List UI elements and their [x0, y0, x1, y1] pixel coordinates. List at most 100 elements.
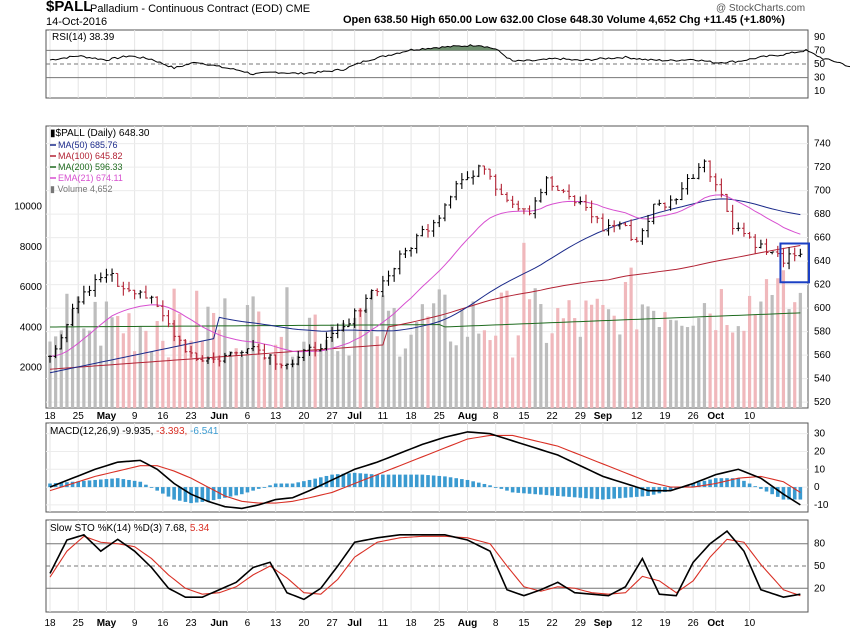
- rsi-tick-label: 10: [814, 86, 826, 97]
- price-bar: [98, 272, 103, 283]
- volume-bar: [228, 351, 233, 408]
- price-bar: [544, 176, 549, 196]
- volume-bar: [584, 300, 588, 408]
- volume-bar: [573, 318, 577, 408]
- volume-bar: [759, 301, 763, 408]
- rsi-tick-label: 90: [814, 32, 826, 43]
- price-bar: [48, 355, 52, 363]
- volume-bar: [302, 341, 306, 408]
- price-bar: [375, 288, 380, 297]
- volume-bar: [781, 270, 786, 408]
- volume-bar: [144, 330, 148, 408]
- price-bar: [172, 320, 177, 342]
- macd-histogram-bar: [110, 478, 114, 488]
- volume-bar: [719, 289, 723, 408]
- price-tick-label: 700: [814, 186, 831, 197]
- x-tick-label: 13: [270, 618, 282, 629]
- macd-histogram-bar: [375, 474, 380, 488]
- x-tick-label: Jul: [347, 618, 362, 629]
- price-tick-label: 560: [814, 350, 831, 361]
- volume-bar: [522, 242, 526, 408]
- price-bar: [403, 247, 408, 259]
- price-bar: [589, 200, 594, 224]
- price-bar: [386, 270, 391, 286]
- macd-histogram-bar: [674, 487, 679, 489]
- macd-histogram-bar: [437, 475, 442, 488]
- x-tick-label: 27: [327, 618, 339, 629]
- volume-bar: [369, 290, 374, 408]
- volume-bar: [240, 356, 244, 408]
- volume-tick-label: 10000: [14, 202, 42, 213]
- price-bar: [696, 163, 701, 180]
- x-tick-label: Sep: [594, 411, 612, 422]
- price-bar: [448, 195, 453, 209]
- price-bar: [702, 159, 707, 173]
- volume-bar: [606, 309, 611, 408]
- price-bar: [572, 195, 577, 207]
- price-bar: [561, 188, 566, 194]
- price-bar: [583, 194, 588, 211]
- price-tick-label: 620: [814, 280, 831, 291]
- macd-histogram-bar: [149, 487, 154, 488]
- macd-histogram-bar: [302, 481, 306, 488]
- price-bar: [668, 195, 673, 211]
- macd-histogram-bar: [324, 475, 329, 488]
- price-bar: [493, 174, 498, 196]
- macd-histogram-bar: [713, 478, 718, 488]
- x-tick-label: 9: [132, 618, 138, 629]
- price-bar: [725, 193, 730, 213]
- volume-bar: [274, 344, 278, 408]
- volume-bar: [657, 327, 661, 408]
- volume-bar: [336, 351, 340, 408]
- volume-bar: [415, 322, 419, 408]
- macd-histogram-bar: [341, 473, 346, 488]
- macd-histogram-bar: [578, 487, 583, 498]
- price-bar: [798, 248, 803, 258]
- price-bar: [550, 176, 555, 191]
- macd-histogram-bar: [764, 487, 769, 492]
- macd-histogram-bar: [381, 474, 385, 488]
- volume-bar: [324, 339, 329, 408]
- x-tick-label: 16: [157, 618, 169, 629]
- macd-tick-label: -10: [814, 500, 829, 511]
- macd-histogram-bar: [59, 482, 64, 488]
- macd-histogram-bar: [335, 474, 340, 488]
- price-bar: [651, 203, 656, 225]
- price-bar: [189, 345, 194, 358]
- price-bar: [459, 173, 464, 189]
- macd-histogram-bar: [697, 482, 701, 488]
- macd-histogram-bar: [747, 483, 752, 488]
- price-bar: [307, 344, 312, 356]
- x-tick-label: 19: [659, 618, 671, 629]
- macd-histogram-bar: [296, 482, 301, 488]
- ema21-line: [49, 194, 801, 357]
- price-bar: [617, 221, 622, 230]
- price-bar: [504, 192, 509, 203]
- price-bar: [352, 308, 357, 328]
- volume-bar: [195, 290, 199, 408]
- price-bar: [380, 275, 385, 298]
- volume-tick-label: 4000: [20, 322, 43, 333]
- volume-bar: [770, 294, 774, 408]
- volume-bar: [149, 351, 154, 408]
- macd-histogram-bar: [589, 487, 594, 499]
- price-bar: [629, 219, 634, 242]
- volume-bar: [635, 329, 639, 408]
- macd-histogram-bar: [155, 487, 159, 491]
- macd-histogram-bar: [268, 485, 272, 488]
- price-bar: [251, 339, 256, 352]
- volume-bar: [494, 335, 498, 408]
- price-bar: [347, 318, 352, 328]
- volume-bar: [121, 333, 125, 408]
- price-bar: [409, 247, 414, 257]
- x-tick-label: Jun: [210, 411, 228, 422]
- price-bar: [335, 323, 340, 339]
- price-bar: [155, 296, 160, 308]
- price-bar: [126, 281, 131, 293]
- volume-bar: [753, 314, 757, 408]
- volume-tick-label: 2000: [20, 363, 43, 374]
- x-tick-label: 9: [132, 411, 138, 422]
- x-tick-label: 23: [185, 411, 197, 422]
- price-legend-title: ▮$PALL (Daily) 648.30: [50, 128, 150, 139]
- rsi-tick-label: 50: [814, 59, 826, 70]
